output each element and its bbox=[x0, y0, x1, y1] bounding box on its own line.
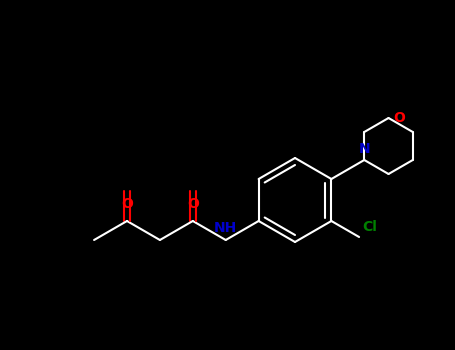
Text: O: O bbox=[121, 197, 133, 211]
Text: O: O bbox=[394, 111, 405, 125]
Text: Cl: Cl bbox=[362, 220, 377, 234]
Text: O: O bbox=[187, 197, 199, 211]
Text: N: N bbox=[359, 142, 370, 156]
Text: NH: NH bbox=[214, 221, 238, 235]
